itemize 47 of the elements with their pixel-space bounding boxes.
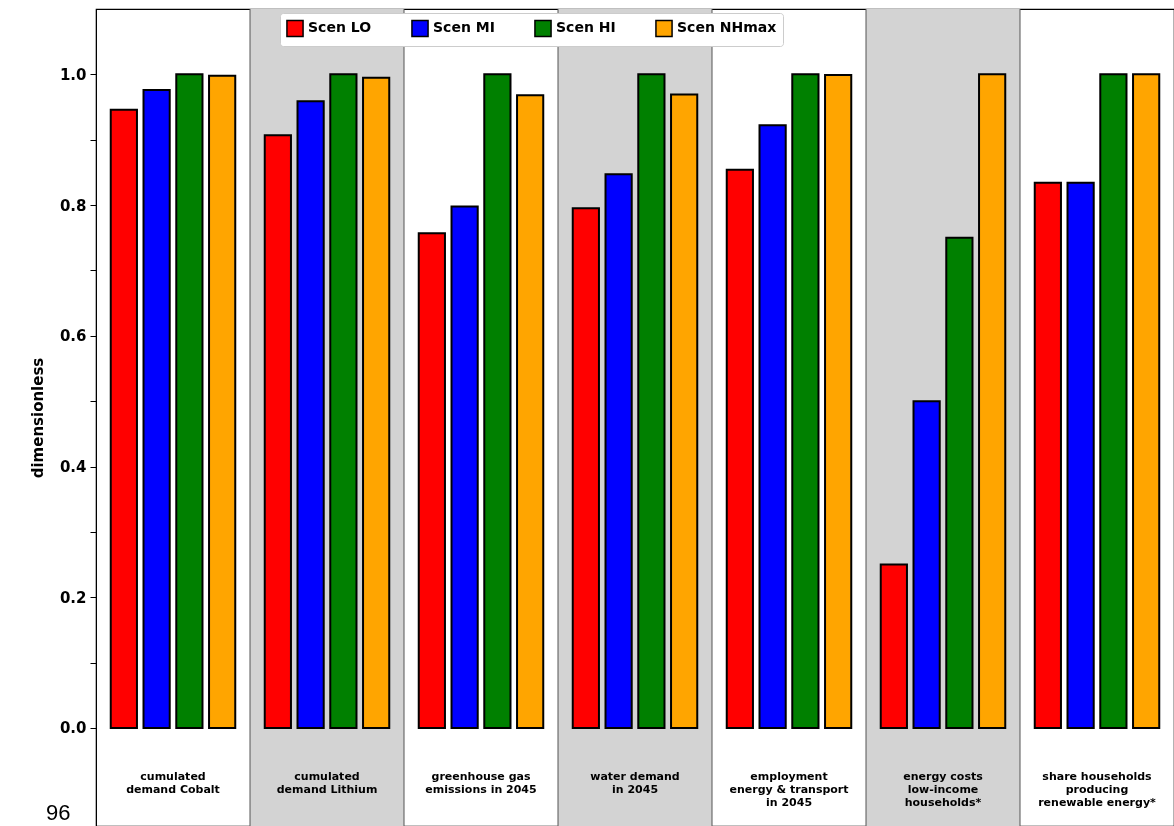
bar [758, 124, 787, 729]
legend-label: Scen LO [308, 19, 372, 36]
text: 96 [46, 800, 71, 826]
bar [142, 89, 171, 729]
y-tick-label: 0.4 [59, 458, 87, 477]
x-tick-label: cumulated demand Lithium [276, 769, 378, 796]
bar [208, 74, 237, 729]
bar [791, 73, 820, 729]
bar [1132, 73, 1161, 729]
bar [263, 134, 292, 729]
bar [978, 73, 1007, 729]
x-tick-label: employment energy & transport in 2045 [729, 769, 849, 809]
bar [1099, 73, 1128, 729]
y-tick-label: 1.0 [59, 65, 87, 84]
x-tick-label: energy costs low-income households* [903, 769, 984, 809]
y-tick-label: 0.6 [59, 327, 87, 346]
bar [109, 108, 138, 729]
y-tick-label: 0.8 [59, 196, 87, 215]
bar [516, 94, 545, 729]
legend-label: Scen HI [556, 19, 616, 36]
bar [879, 563, 908, 729]
bar [329, 73, 358, 729]
bar [571, 207, 600, 729]
bar [296, 100, 325, 729]
bar [1033, 181, 1062, 729]
bar [450, 205, 479, 729]
y-tick-label: 0.0 [59, 719, 87, 738]
bar [912, 400, 941, 729]
x-tick-label: greenhouse gas emissions in 2045 [425, 769, 537, 796]
bar [417, 232, 446, 729]
bar [362, 76, 391, 729]
legend-label: Scen MI [433, 19, 495, 36]
bar [175, 73, 204, 729]
bar [945, 236, 974, 729]
bar [637, 73, 666, 729]
x-tick-label: share households producing renewable energy* [1038, 769, 1157, 809]
bar [1066, 181, 1095, 729]
y-tick-label: 0.2 [59, 588, 87, 607]
x-tick-label: cumulated demand Cobalt [126, 769, 220, 796]
bar [824, 74, 853, 729]
bar [670, 93, 699, 729]
x-tick-label: water demand in 2045 [590, 769, 680, 796]
bar [725, 168, 754, 729]
y-axis-title: dimensionless [28, 357, 47, 479]
bar [483, 73, 512, 729]
bar [604, 173, 633, 729]
legend-label: Scen NHmax [677, 19, 777, 36]
